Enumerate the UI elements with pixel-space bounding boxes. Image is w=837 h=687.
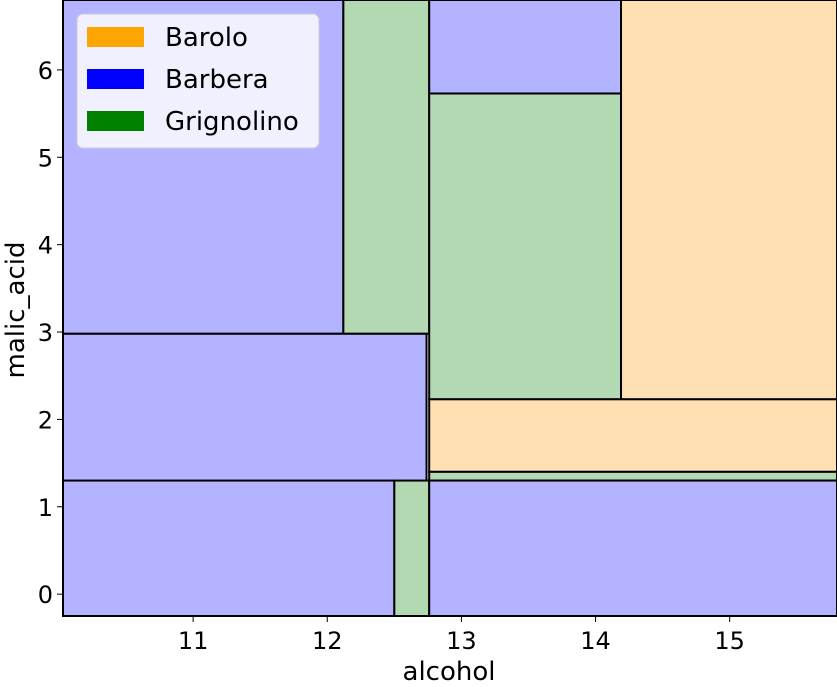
region-grignolino-1 <box>342 0 431 335</box>
y-tick-label-2: 2 <box>38 406 53 434</box>
y-tick-label-4: 4 <box>38 232 53 260</box>
region-barbera-3 <box>62 479 396 617</box>
x-tick-label-14: 14 <box>580 627 611 655</box>
region-barolo-7 <box>620 0 837 401</box>
y-tick-label-6: 6 <box>38 57 53 85</box>
y-tick-label-0: 0 <box>38 581 53 609</box>
regions-layer <box>62 0 837 617</box>
x-axis-label: alcohol <box>403 657 496 687</box>
x-tick-label-11: 11 <box>178 627 209 655</box>
legend-swatch-grignolino <box>87 111 144 131</box>
legend-swatch-barbera <box>87 69 144 89</box>
region-grignolino-9 <box>428 470 837 482</box>
region-barbera-5 <box>428 0 623 95</box>
region-barolo-8 <box>428 398 837 473</box>
axes-layer <box>62 0 837 617</box>
legend-label-barbera: Barbera <box>165 65 269 95</box>
y-tick-label-5: 5 <box>38 144 53 172</box>
region-grignolino-6 <box>428 92 623 401</box>
y-tick-label-3: 3 <box>38 319 53 347</box>
x-tick-label-12: 12 <box>312 627 343 655</box>
y-tick-label-1: 1 <box>38 494 53 522</box>
legend-label-barolo: Barolo <box>165 23 248 53</box>
region-barbera-10 <box>428 479 837 617</box>
x-tick-label-15: 15 <box>714 627 745 655</box>
y-axis-label: malic_acid <box>1 242 31 379</box>
x-tick-label-13: 13 <box>446 627 477 655</box>
region-grignolino-4 <box>393 479 431 617</box>
legend: Barolo Barbera Grignolino <box>76 13 320 149</box>
legend-swatch-barolo <box>87 27 144 47</box>
legend-label-grignolino: Grignolino <box>165 107 299 137</box>
